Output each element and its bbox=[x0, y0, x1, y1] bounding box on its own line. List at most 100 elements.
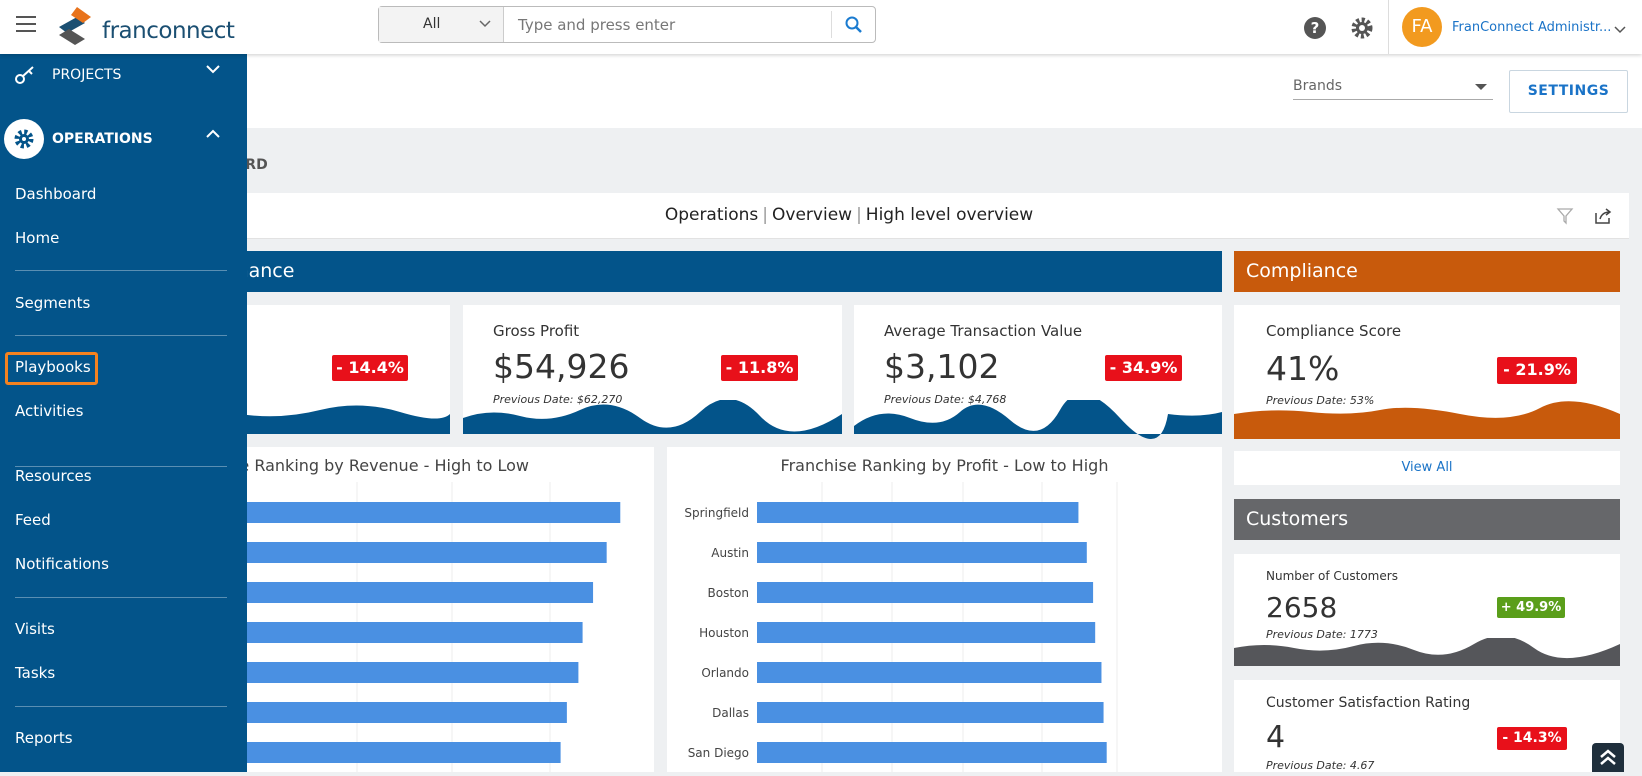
highlight bbox=[5, 352, 98, 385]
kpi-card: Gross Profit $54,926 Previous Date: $62,… bbox=[463, 305, 842, 434]
nav-item[interactable]: Home bbox=[15, 229, 60, 247]
caret bbox=[1614, 26, 1626, 34]
filter-icon[interactable] bbox=[1556, 207, 1574, 225]
category-label: Austin bbox=[711, 546, 749, 560]
divider bbox=[1388, 0, 1389, 54]
share-icon[interactable] bbox=[1593, 207, 1613, 225]
brands-text: Brands bbox=[1293, 78, 1342, 94]
separator bbox=[15, 335, 227, 336]
nav-item[interactable]: Visits bbox=[15, 620, 55, 638]
badge: - 21.9% bbox=[1497, 357, 1577, 384]
bar bbox=[757, 582, 1094, 603]
kpi-previous: Previous Date: 53% bbox=[1266, 394, 1375, 407]
nav-item[interactable]: Reports bbox=[15, 729, 73, 747]
kpi-value: $3,102 bbox=[884, 347, 1000, 386]
bar bbox=[160, 502, 621, 523]
bar bbox=[757, 542, 1087, 563]
help-icon[interactable]: ? bbox=[1303, 16, 1327, 40]
separator: | bbox=[856, 205, 862, 225]
badge: - 14.4% bbox=[332, 355, 408, 381]
avatar[interactable]: FA bbox=[1402, 7, 1442, 47]
settings-icon[interactable] bbox=[1350, 16, 1374, 40]
toolbar: Brands SETTINGS bbox=[247, 54, 1642, 128]
revenue-chart bbox=[160, 482, 621, 772]
kpi-card: Number of Customers 2658 Previous Date: … bbox=[1234, 554, 1620, 666]
kpi-value: 41% bbox=[1266, 349, 1340, 388]
separator: | bbox=[762, 205, 769, 225]
svg-text:?: ? bbox=[1311, 19, 1320, 37]
category-label: Orlando bbox=[701, 666, 749, 680]
badge: - 11.8% bbox=[721, 355, 798, 381]
separator bbox=[15, 466, 227, 467]
settings-button[interactable]: SETTINGS bbox=[1509, 70, 1628, 113]
customers-banner: Customers bbox=[1234, 499, 1620, 540]
kpi-label: Customer Satisfaction Rating bbox=[1266, 695, 1471, 711]
kpi-value: 2658 bbox=[1266, 591, 1338, 624]
projects-icon bbox=[15, 66, 34, 84]
bar bbox=[160, 742, 561, 763]
kpi-label: Average Transaction Value bbox=[884, 322, 1083, 340]
top-bar: franconnect All Type and press enter ? F… bbox=[0, 0, 1642, 54]
bar bbox=[757, 742, 1107, 763]
panel-header: Operations | Overview | High level overview bbox=[200, 193, 1629, 239]
category-label: San Diego bbox=[688, 746, 749, 760]
panel-title: Operations | Overview | High level overview bbox=[200, 205, 1498, 225]
badge: - 34.9% bbox=[1105, 355, 1182, 381]
nav-operations[interactable]: OPERATIONS bbox=[52, 131, 153, 147]
nav-item[interactable]: Resources bbox=[15, 467, 92, 485]
search-icon[interactable] bbox=[845, 16, 863, 34]
divider bbox=[831, 11, 832, 38]
kpi-previous: Previous Date: $62,270 bbox=[493, 393, 623, 406]
chart-title: Franchise Ranking by Profit - Low to Hig… bbox=[780, 456, 1109, 475]
separator bbox=[15, 270, 227, 271]
chart-panel: Franchise Ranking by Profit - Low to Hig… bbox=[667, 447, 1222, 772]
kpi-value: $54,926 bbox=[493, 347, 630, 386]
scope-select[interactable]: All bbox=[379, 7, 504, 42]
kpi-card: Average Transaction Value $3,102 Previou… bbox=[854, 305, 1222, 434]
sparkline bbox=[1234, 638, 1620, 666]
profit-chart: Springfield Austin Boston Houston Orlando Dal… bbox=[684, 482, 1118, 772]
category-label: Springfield bbox=[684, 506, 749, 520]
performance-banner: Performance bbox=[160, 251, 1222, 292]
user-name[interactable]: FranConnect Administr... bbox=[1452, 20, 1612, 35]
bar bbox=[160, 542, 607, 563]
separator bbox=[15, 597, 227, 598]
nav-item[interactable]: Dashboard bbox=[15, 185, 97, 203]
bar bbox=[160, 622, 583, 643]
caret bbox=[206, 65, 220, 74]
nav-projects[interactable]: PROJECTS bbox=[52, 67, 122, 83]
nav-item[interactable]: Segments bbox=[15, 294, 91, 312]
nav-item[interactable]: Playbooks bbox=[15, 358, 91, 376]
bar bbox=[757, 662, 1102, 683]
kpi-label: Compliance Score bbox=[1266, 322, 1402, 340]
title-part: Overview bbox=[772, 205, 853, 225]
search-box[interactable]: All Type and press enter bbox=[378, 6, 876, 43]
brands-select[interactable]: Brands bbox=[1293, 78, 1493, 100]
logo-icon bbox=[59, 7, 91, 45]
nav-item[interactable]: Feed bbox=[15, 511, 51, 529]
chart-title: Franchise Ranking by Revenue - High to L… bbox=[173, 456, 529, 475]
kpi-previous: Previous Date: 1773 bbox=[1266, 628, 1378, 641]
bar bbox=[757, 502, 1079, 523]
nav-item[interactable]: Activities bbox=[15, 402, 84, 420]
category-label: Boston bbox=[708, 586, 749, 600]
banner-title: Compliance bbox=[1246, 260, 1358, 282]
compliance-banner: Compliance bbox=[1234, 251, 1620, 292]
kpi-value: 4 bbox=[1266, 720, 1286, 755]
menu-button[interactable] bbox=[16, 15, 38, 33]
kpi-label: Number of Customers bbox=[1266, 569, 1398, 583]
scroll-top-button[interactable] bbox=[1592, 743, 1624, 772]
title-part: High level overview bbox=[865, 205, 1034, 225]
bar bbox=[160, 662, 579, 683]
nav-item[interactable]: Tasks bbox=[15, 664, 56, 682]
view-all-link[interactable]: View All bbox=[1234, 451, 1620, 485]
logo-text: franconnect bbox=[102, 18, 235, 44]
bar bbox=[160, 702, 567, 723]
nav-item[interactable]: Notifications bbox=[15, 555, 109, 573]
kpi-label: Gross Profit bbox=[493, 322, 580, 340]
badge: - 14.3% bbox=[1497, 727, 1567, 750]
bar bbox=[757, 702, 1104, 723]
bar bbox=[160, 582, 594, 603]
kpi-card: Customer Satisfaction Rating 4 Previous … bbox=[1234, 680, 1620, 772]
